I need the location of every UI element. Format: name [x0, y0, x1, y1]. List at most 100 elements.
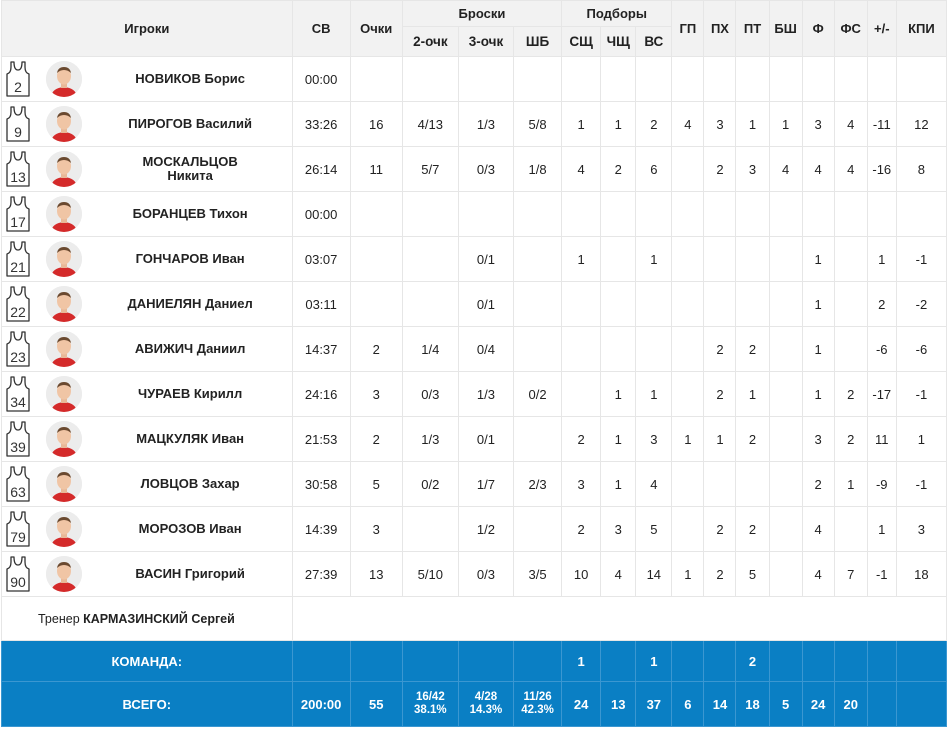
player-name[interactable]: АВИЖИЧ Даниил	[88, 326, 293, 372]
avatar[interactable]	[46, 196, 83, 232]
player-name[interactable]: ЛОВЦОВ Захар	[88, 461, 293, 507]
stat-blocks	[768, 191, 803, 237]
stat-def-reb: 1	[600, 371, 637, 417]
stat-turnovers: 2	[703, 551, 737, 597]
player-photo[interactable]	[39, 101, 89, 147]
assists-header[interactable]: ГП	[671, 0, 705, 57]
team-row: КОМАНДА: 1 1 2	[1, 640, 948, 682]
two-point-header[interactable]: 2-очк	[401, 26, 459, 57]
avatar[interactable]	[46, 376, 83, 412]
stat-minutes: 24:16	[291, 371, 351, 417]
player-name[interactable]: МОСКАЛЬЦОВ Никита	[88, 146, 293, 192]
stat-points: 5	[349, 461, 403, 507]
plus-minus-header[interactable]: +/-	[866, 0, 897, 57]
player-photo[interactable]	[39, 551, 89, 597]
blocks-header[interactable]: БШ	[768, 0, 803, 57]
stat-steals: 1	[735, 371, 770, 417]
avatar[interactable]	[46, 511, 83, 547]
stat-def-reb	[600, 281, 637, 327]
jersey-number: 79	[10, 529, 26, 545]
player-photo[interactable]	[39, 191, 89, 237]
coach-name[interactable]: Тренер КАРМАЗИНСКИЙ Сергей	[1, 596, 293, 641]
team-label: КОМАНДА:	[1, 640, 293, 682]
player-name[interactable]: БОРАНЦЕВ Тихон	[88, 191, 293, 237]
total-row: ВСЕГО: 200:00 55 16/42 38.1% 4/28 14.3% 11…	[1, 681, 948, 727]
stat-plus-minus: 1	[866, 506, 897, 552]
stat-fouls: 3	[801, 101, 835, 147]
three-point-header[interactable]: 3-очк	[457, 26, 515, 57]
avatar[interactable]	[46, 61, 83, 97]
stat-minutes: 21:53	[291, 416, 351, 462]
stat-steals: 3	[735, 146, 770, 192]
team-off: 1	[561, 640, 602, 682]
player-photo[interactable]	[39, 236, 89, 282]
player-name[interactable]: НОВИКОВ Борис	[88, 56, 293, 102]
efficiency-header[interactable]: КПИ	[895, 0, 948, 57]
free-throw-header[interactable]: ШБ	[512, 26, 563, 57]
jersey-icon: 9	[0, 101, 40, 147]
avatar[interactable]	[46, 151, 83, 187]
stat-blocks	[768, 371, 803, 417]
fouls-header[interactable]: Ф	[801, 0, 835, 57]
stat-turnovers	[703, 191, 737, 237]
stat-def-reb	[600, 56, 637, 102]
player-photo[interactable]	[39, 146, 89, 192]
avatar[interactable]	[46, 421, 83, 457]
fouls-drawn-header[interactable]: ФС	[833, 0, 868, 57]
stat-off-reb: 10	[561, 551, 602, 597]
stat-efficiency: -6	[895, 326, 948, 372]
stat-fouls-drawn	[833, 506, 868, 552]
stat-free-throws	[512, 236, 563, 282]
avatar[interactable]	[46, 331, 83, 367]
coach-full-name[interactable]: КАРМАЗИНСКИЙ Сергей	[83, 611, 235, 626]
total-rebounds-header[interactable]: ВС	[635, 26, 673, 57]
stat-two-point	[401, 236, 459, 282]
stat-two-point: 5/10	[401, 551, 459, 597]
avatar[interactable]	[46, 556, 83, 592]
player-photo[interactable]	[39, 56, 89, 102]
player-row: 63 ЛОВЦОВ Захар 30:58 5 0/2 1/7 2/3 3 1 4 2 1 -9 -1	[0, 461, 948, 507]
player-name[interactable]: ДАНИЕЛЯН Даниел	[88, 281, 293, 327]
jersey-icon: 21	[0, 236, 40, 282]
avatar[interactable]	[46, 241, 83, 277]
jersey-number: 9	[14, 124, 22, 140]
stat-free-throws: 1/8	[512, 146, 563, 192]
player-name[interactable]: МОРОЗОВ Иван	[88, 506, 293, 552]
player-photo[interactable]	[39, 416, 89, 462]
player-photo[interactable]	[39, 281, 89, 327]
stat-three-point: 0/1	[457, 416, 515, 462]
player-name[interactable]: ВАСИН Григорий	[88, 551, 293, 597]
points-header[interactable]: Очки	[349, 0, 403, 57]
team-three	[457, 640, 515, 682]
minutes-header[interactable]: СВ	[291, 0, 351, 57]
defensive-rebounds-header[interactable]: ЧЩ	[600, 26, 637, 57]
offensive-rebounds-header[interactable]: СЩ	[561, 26, 602, 57]
stat-steals: 2	[735, 326, 770, 372]
stat-points: 3	[349, 371, 403, 417]
steals-header[interactable]: ПТ	[735, 0, 770, 57]
stat-two-point: 0/3	[401, 371, 459, 417]
player-photo[interactable]	[39, 461, 89, 507]
player-name[interactable]: ЧУРАЕВ Кирилл	[88, 371, 293, 417]
stat-three-point: 0/3	[457, 551, 515, 597]
avatar[interactable]	[46, 286, 83, 322]
team-stl: 2	[735, 640, 770, 682]
avatar[interactable]	[46, 106, 83, 142]
stat-def-reb	[600, 236, 637, 282]
player-name[interactable]: ГОНЧАРОВ Иван	[88, 236, 293, 282]
player-photo[interactable]	[39, 506, 89, 552]
player-photo[interactable]	[39, 371, 89, 417]
turnovers-header[interactable]: ПХ	[703, 0, 737, 57]
stat-three-point: 0/1	[457, 236, 515, 282]
team-blk	[768, 640, 803, 682]
stat-efficiency: -1	[895, 236, 948, 282]
total-eff	[895, 681, 948, 727]
player-name[interactable]: ПИРОГОВ Василий	[88, 101, 293, 147]
avatar[interactable]	[46, 466, 83, 502]
player-name[interactable]: МАЦКУЛЯК Иван	[88, 416, 293, 462]
player-photo[interactable]	[39, 326, 89, 372]
jersey-icon: 17	[0, 191, 40, 237]
stat-three-point: 1/3	[457, 101, 515, 147]
stat-tot-reb: 5	[635, 506, 673, 552]
stat-fouls: 2	[801, 461, 835, 507]
